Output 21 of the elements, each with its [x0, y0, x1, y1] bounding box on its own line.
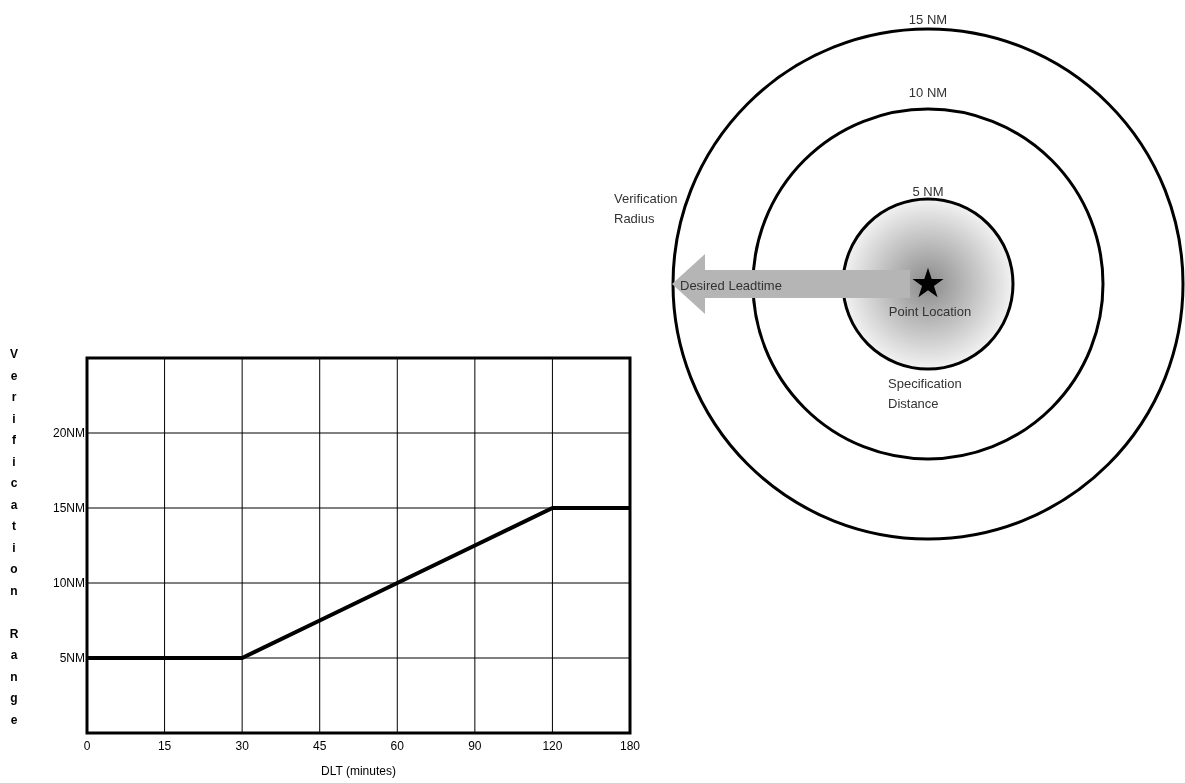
text: 15 NM [908, 12, 948, 27]
text: Specification Distance [888, 376, 962, 411]
text: 5 NM [912, 184, 944, 199]
text: 10 NM [908, 85, 948, 100]
text: Point Location [888, 304, 972, 319]
x-tick-label: 60 [390, 739, 405, 753]
text: Verification Range [9, 347, 19, 727]
x-tick-label: 15 [157, 739, 172, 753]
y-tick-label: 10NM [52, 576, 85, 590]
x-tick-label: 30 [235, 739, 250, 753]
x-tick-label: 0 [83, 739, 91, 753]
text: Desired Leadtime [680, 278, 782, 293]
y-tick-label: 20NM [52, 426, 85, 440]
x-axis-title: DLT (minutes) [321, 764, 396, 778]
text: Verification Radius [614, 191, 678, 226]
x-tick-label: 120 [542, 739, 563, 753]
x-tick-label: 45 [313, 739, 327, 753]
x-tick-label: 90 [468, 739, 482, 753]
x-tick-label: 180 [619, 739, 641, 753]
y-tick-label: 5NM [59, 651, 85, 665]
y-tick-label: 15NM [52, 501, 85, 515]
